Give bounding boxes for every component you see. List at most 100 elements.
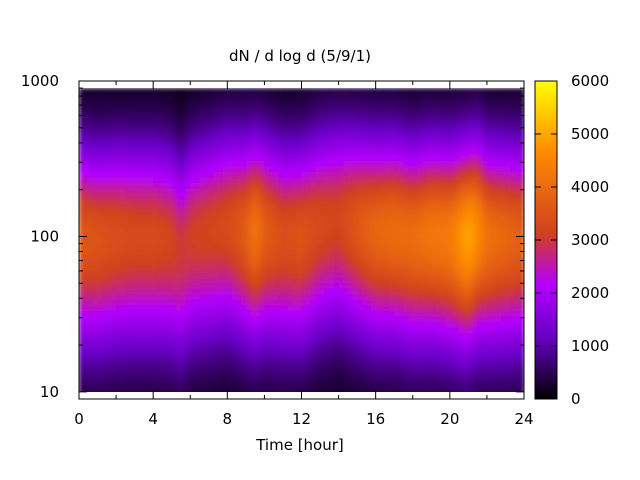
heatmap-cell — [194, 304, 201, 311]
heatmap-cell — [491, 315, 497, 322]
heatmap-cell — [422, 271, 428, 278]
heatmap-cell — [366, 232, 372, 239]
heatmap-cell — [139, 204, 145, 211]
heatmap-cell — [180, 254, 187, 261]
heatmap-cell — [398, 293, 405, 300]
heatmap-cell — [357, 387, 363, 392]
heatmap-cell — [315, 326, 321, 333]
heatmap-cell — [306, 210, 312, 217]
heatmap-cell — [366, 276, 372, 284]
heatmap-cell — [301, 365, 307, 372]
heatmap-cell — [412, 182, 418, 189]
heatmap-cell — [361, 254, 367, 261]
heatmap-cell — [296, 337, 303, 345]
heatmap-cell — [153, 232, 159, 239]
heatmap-cell — [264, 110, 270, 117]
heatmap-cell — [204, 221, 210, 228]
heatmap-cell — [449, 349, 456, 356]
heatmap-cell — [194, 238, 201, 245]
heatmap-cell — [231, 293, 238, 300]
heatmap-cell — [468, 199, 474, 206]
heatmap-cell — [88, 243, 94, 250]
heatmap-cell — [315, 171, 321, 178]
heatmap-cell — [315, 199, 321, 206]
heatmap-cell — [139, 226, 145, 234]
heatmap-cell — [417, 271, 423, 278]
heatmap-cell — [371, 199, 377, 206]
heatmap-cell — [408, 188, 414, 195]
heatmap-cell — [347, 138, 354, 145]
heatmap-cell — [375, 238, 381, 245]
heatmap-cell — [218, 132, 224, 139]
heatmap-cell — [259, 310, 266, 317]
heatmap-cell — [125, 226, 131, 234]
heatmap-cell — [394, 221, 400, 228]
heatmap-cell — [482, 260, 488, 267]
heatmap-cell — [315, 115, 321, 123]
heatmap-cell — [157, 182, 164, 189]
heatmap-cell — [310, 238, 317, 245]
heatmap-cell — [352, 332, 358, 339]
heatmap-cell — [199, 149, 205, 156]
heatmap-cell — [315, 265, 321, 272]
heatmap-cell — [120, 176, 126, 184]
heatmap-cell — [241, 154, 247, 161]
heatmap-cell — [435, 149, 442, 156]
heatmap-cell — [412, 110, 418, 117]
heatmap-cell — [129, 115, 136, 123]
heatmap-cell — [357, 143, 363, 150]
heatmap-cell — [408, 132, 414, 139]
heatmap-cell — [162, 360, 168, 367]
heatmap-cell — [510, 360, 516, 367]
heatmap-cell — [111, 260, 117, 267]
heatmap-cell — [287, 360, 293, 367]
heatmap-cell — [445, 293, 451, 300]
heatmap-cell — [180, 138, 187, 145]
heatmap-cell — [120, 315, 126, 322]
heatmap-cell — [384, 376, 391, 383]
heatmap-cell — [301, 188, 307, 195]
heatmap-cell — [403, 299, 409, 306]
heatmap-cell — [435, 126, 442, 134]
heatmap-cell — [120, 132, 126, 139]
heatmap-cell — [482, 226, 488, 234]
heatmap-cell — [278, 154, 284, 161]
heatmap-cell — [468, 232, 474, 239]
heatmap-cell — [324, 254, 330, 261]
heatmap-cell — [394, 115, 400, 123]
heatmap-cell — [245, 304, 252, 311]
heatmap-cell — [375, 287, 381, 295]
heatmap-cell — [255, 293, 261, 300]
heatmap-cell — [329, 132, 335, 139]
heatmap-cell — [375, 382, 381, 389]
heatmap-cell — [394, 299, 400, 306]
heatmap-cell — [102, 337, 108, 345]
heatmap-cell — [162, 382, 168, 389]
heatmap-cell — [218, 182, 224, 189]
heatmap-cell — [510, 315, 516, 322]
heatmap-cell — [292, 121, 298, 128]
heatmap-cell — [79, 271, 85, 278]
heatmap-cell — [347, 315, 354, 322]
heatmap-cell — [287, 226, 293, 234]
heatmap-cell — [213, 249, 219, 256]
heatmap-cell — [445, 354, 451, 361]
heatmap-cell — [167, 287, 173, 295]
heatmap-cell — [83, 110, 89, 117]
heatmap-cell — [320, 354, 326, 361]
heatmap-cell — [162, 310, 168, 317]
heatmap-cell — [111, 182, 117, 189]
heatmap-cell — [227, 254, 233, 261]
heatmap-cell — [129, 343, 136, 350]
heatmap-cell — [431, 293, 437, 300]
heatmap-cell — [282, 121, 289, 128]
heatmap-cell — [129, 193, 136, 200]
heatmap-cell — [468, 226, 474, 234]
heatmap-cell — [185, 238, 191, 245]
heatmap-cell — [97, 143, 103, 150]
heatmap-cell — [148, 354, 154, 361]
heatmap-cell — [417, 160, 423, 167]
heatmap-cell — [92, 337, 99, 345]
heatmap-cell — [333, 371, 340, 378]
heatmap-cell — [519, 138, 524, 145]
